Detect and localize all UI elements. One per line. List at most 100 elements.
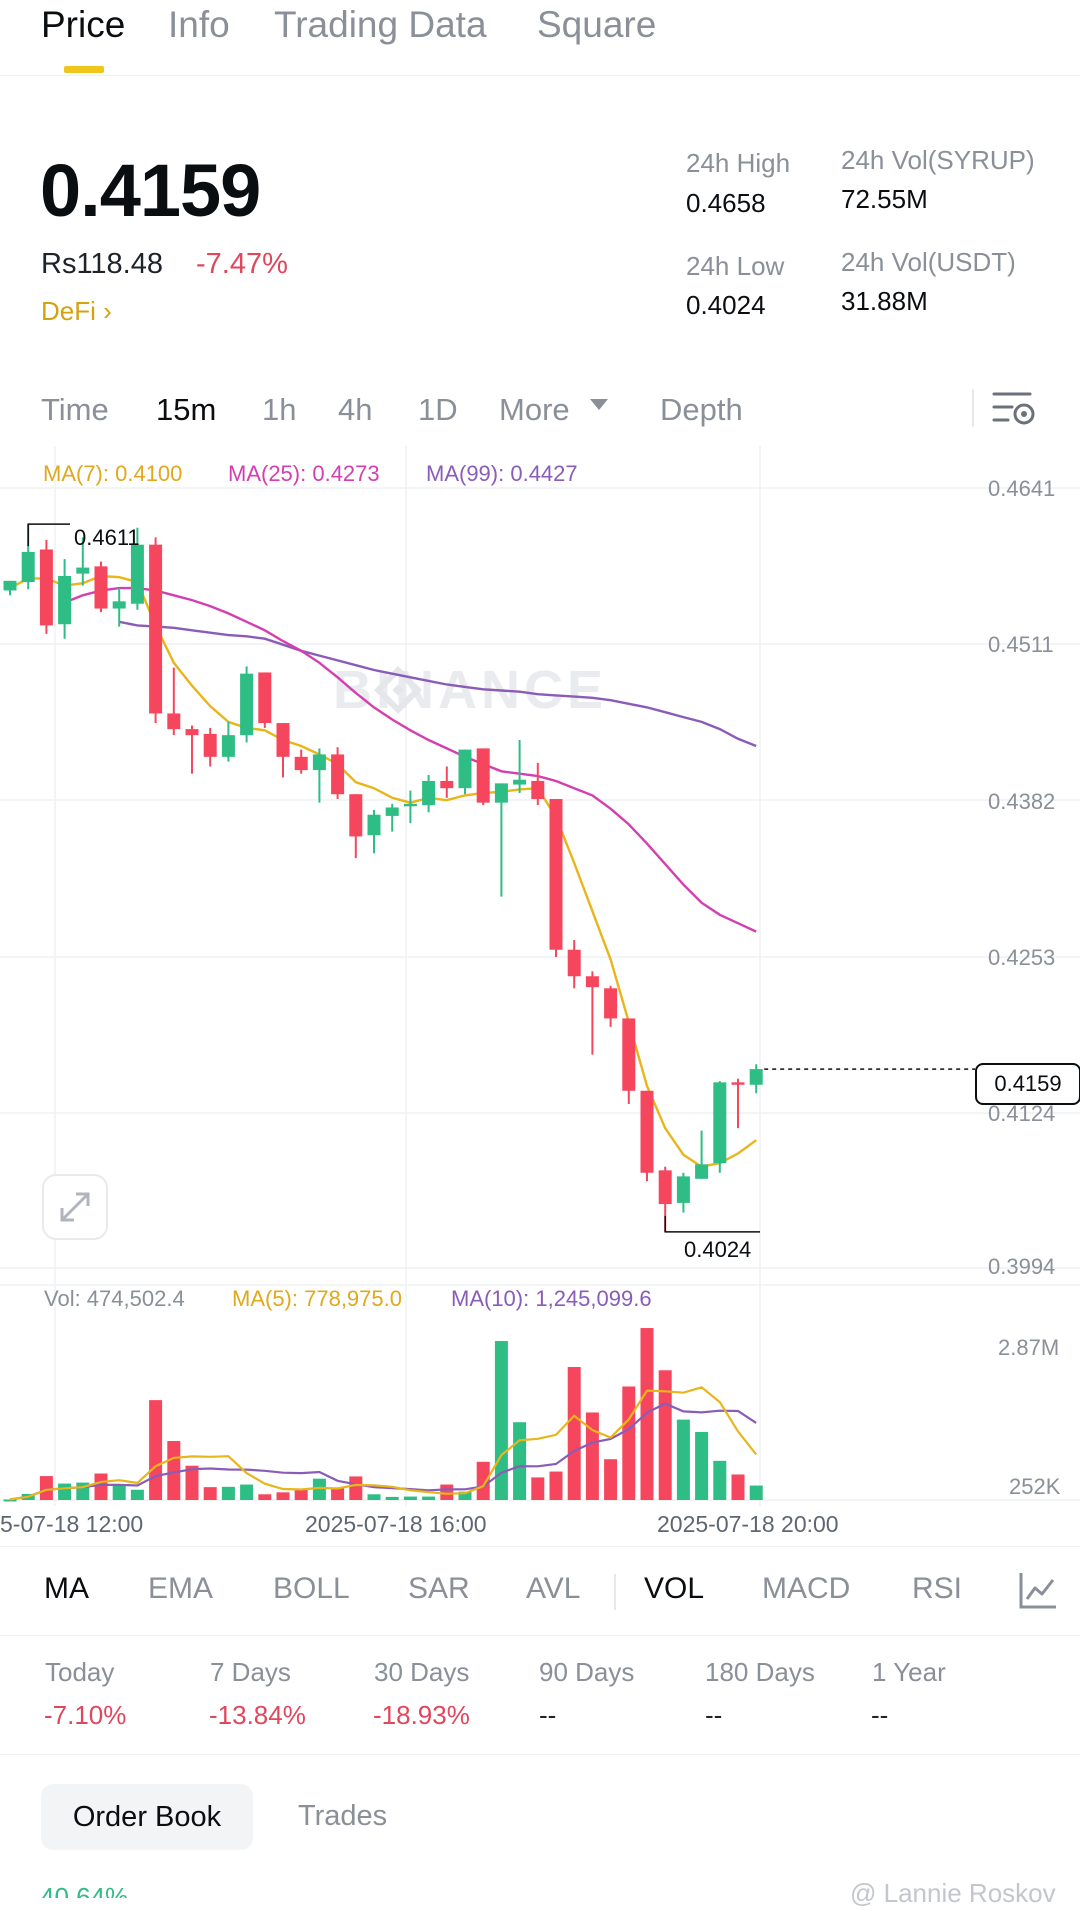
candle-body <box>513 779 527 785</box>
candle-body <box>385 807 399 816</box>
ma99-legend: MA(99): 0.4427 <box>426 461 578 486</box>
volume-bar <box>749 1485 763 1500</box>
tab-square[interactable]: Square <box>537 4 657 45</box>
tab-trading-data[interactable]: Trading Data <box>274 4 487 45</box>
active-tab-indicator <box>64 66 104 73</box>
volume-bar <box>94 1473 108 1500</box>
tab-trades[interactable]: Trades <box>298 1800 388 1832</box>
interval-4h[interactable]: 4h <box>338 392 373 427</box>
indicator-macd[interactable]: MACD <box>762 1572 851 1605</box>
interval-more[interactable]: More <box>499 392 570 427</box>
candle-body <box>422 780 436 806</box>
perf-value-today: -7.10% <box>44 1700 127 1730</box>
indicator-rsi[interactable]: RSI <box>912 1572 963 1605</box>
stat-24h-vol-base-value: 72.55M <box>841 184 928 214</box>
volume-ma-lines <box>9 1386 758 1501</box>
volume-bar <box>258 1494 272 1500</box>
indicator-ema[interactable]: EMA <box>148 1572 214 1605</box>
perf-value-7d: -13.84% <box>209 1700 306 1730</box>
candle-body <box>622 1018 636 1091</box>
volume-bar <box>39 1476 53 1500</box>
interval-1h[interactable]: 1h <box>262 392 297 427</box>
volume-bar <box>167 1441 181 1500</box>
candle-body <box>531 780 545 800</box>
perf-label-90d: 90 Days <box>539 1657 635 1687</box>
candle-body <box>676 1176 690 1203</box>
indicator-sar[interactable]: SAR <box>408 1572 470 1605</box>
candles <box>3 524 763 1232</box>
interval-15m[interactable]: 15m <box>156 392 217 427</box>
price-axis-label: 0.4382 <box>988 789 1056 814</box>
candle-body <box>3 580 17 591</box>
candlestick-chart[interactable]: BINANCE <box>0 446 1080 1506</box>
interval-time[interactable]: Time <box>41 392 109 427</box>
candle-body <box>713 1082 727 1164</box>
candle-body <box>367 814 381 836</box>
candle-body <box>549 799 563 950</box>
price-axis-label: 0.4511 <box>988 632 1054 657</box>
stat-24h-low-value: 0.4024 <box>686 290 766 320</box>
interval-divider <box>972 389 974 427</box>
indicator-vol[interactable]: VOL <box>644 1572 705 1605</box>
perf-label-1y: 1 Year <box>872 1657 946 1687</box>
tab-price[interactable]: Price <box>41 4 126 45</box>
perf-label-7d: 7 Days <box>210 1657 291 1687</box>
tab-info[interactable]: Info <box>168 4 230 45</box>
candle-body <box>76 567 90 574</box>
candle-body <box>567 949 581 977</box>
ma25-line <box>64 586 757 933</box>
interval-depth[interactable]: Depth <box>660 392 743 427</box>
volume-bar <box>312 1478 326 1500</box>
indicator-avl[interactable]: AVL <box>526 1572 581 1605</box>
indicator-boll[interactable]: BOLL <box>273 1572 350 1605</box>
expand-icon <box>60 1192 90 1222</box>
volume-bar <box>549 1471 563 1500</box>
candle-body <box>58 576 72 625</box>
category-tag-defi[interactable]: DeFi › <box>41 296 112 326</box>
ma7-legend: MA(7): 0.4100 <box>43 461 183 486</box>
ma25-legend: MA(25): 0.4273 <box>228 461 380 486</box>
stat-24h-vol-quote-label: 24h Vol(USDT) <box>841 247 1016 277</box>
volume-bar <box>185 1465 199 1500</box>
volume-bar <box>658 1370 672 1500</box>
time-axis-label: 2025-07-18 20:00 <box>657 1511 839 1537</box>
perf-value-90d: -- <box>539 1700 557 1730</box>
candle-body <box>258 672 272 724</box>
volume-bar <box>240 1484 254 1500</box>
candle-body <box>331 754 345 795</box>
candle-body <box>731 1082 745 1085</box>
indicator-settings-chart-icon[interactable] <box>1018 1570 1058 1610</box>
time-axis-label: 5-07-18 12:00 <box>0 1511 144 1537</box>
last-price: 0.4159 <box>40 149 261 232</box>
chart-markers <box>27 523 975 1233</box>
ma99-line <box>118 620 757 748</box>
perf-label-30d: 30 Days <box>374 1657 470 1687</box>
high-marker-label: 0.4611 <box>74 525 140 550</box>
volume-bar <box>422 1496 436 1500</box>
volume-bar <box>476 1461 490 1500</box>
indicator-bar <box>0 1546 1080 1636</box>
candle-body <box>130 544 144 604</box>
expand-chart-button[interactable] <box>42 1174 108 1240</box>
candle-body <box>312 754 326 771</box>
candle-body <box>476 748 490 803</box>
low-marker-label: 0.4024 <box>684 1237 752 1262</box>
stat-24h-vol-base-label: 24h Vol(SYRUP) <box>841 145 1035 175</box>
vol-ma10-legend: MA(10): 1,245,099.6 <box>451 1286 652 1311</box>
volume-bar <box>622 1386 636 1500</box>
low-marker-line <box>664 1215 760 1233</box>
perf-label-today: Today <box>45 1657 115 1687</box>
tab-order-book[interactable]: Order Book <box>41 1784 253 1850</box>
candle-body <box>440 780 454 789</box>
stat-24h-high-label: 24h High <box>686 148 791 178</box>
volume-bar <box>367 1494 381 1500</box>
volume-bar <box>676 1419 690 1500</box>
volume-bar <box>221 1486 235 1500</box>
indicator-ma[interactable]: MA <box>44 1572 89 1605</box>
volume-bar <box>713 1460 727 1500</box>
candle-body <box>221 735 235 757</box>
candle-body <box>403 803 417 807</box>
chart-settings-icon[interactable] <box>990 386 1038 430</box>
candle-body <box>149 544 163 714</box>
interval-1d[interactable]: 1D <box>418 392 458 427</box>
